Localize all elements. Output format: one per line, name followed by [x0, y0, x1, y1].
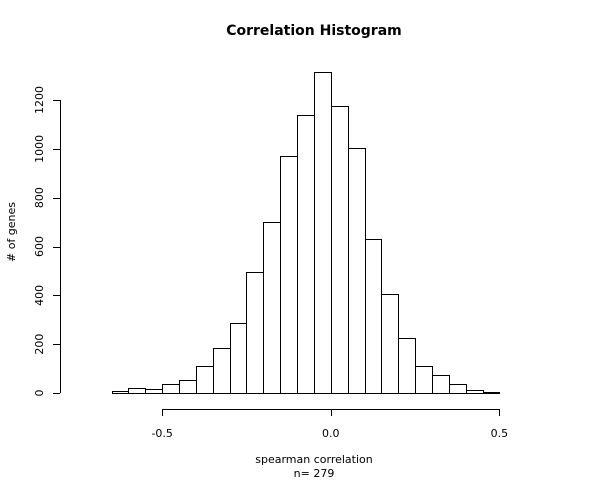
histogram-bar	[365, 239, 382, 394]
histogram-bar	[415, 366, 433, 394]
histogram-bar	[381, 294, 399, 394]
histogram-bar	[466, 390, 484, 394]
histogram-bar	[449, 384, 467, 394]
x-tick-label: -0.5	[151, 427, 172, 440]
histogram-bar	[145, 389, 163, 394]
y-tick-label: 600	[33, 236, 46, 257]
y-tick-label: 0	[33, 390, 46, 397]
histogram-bar	[179, 380, 197, 394]
histogram-bar	[230, 323, 247, 394]
histogram-bar	[432, 375, 450, 394]
histogram-bar	[112, 391, 129, 394]
histogram-bar	[348, 148, 366, 394]
histogram-bar	[246, 272, 264, 394]
histogram-bar	[128, 388, 146, 394]
x-tick-label: 0.0	[322, 427, 340, 440]
histogram-bar	[263, 222, 281, 394]
histogram-bar	[297, 115, 315, 394]
chart-title: Correlation Histogram	[226, 23, 402, 39]
histogram-bar	[398, 338, 416, 394]
y-tick-label: 400	[33, 285, 46, 306]
histogram-bar	[331, 106, 349, 394]
x-axis-sublabel: n= 279	[294, 467, 335, 480]
y-tick-label: 200	[33, 334, 46, 355]
y-tick-label: 1000	[33, 135, 46, 163]
y-axis: 0 200 400 600 800 1000 1200	[33, 86, 61, 397]
histogram-bar	[162, 384, 180, 394]
y-tick-label: 1200	[33, 86, 46, 114]
histogram-bar	[483, 392, 500, 394]
histogram-bar	[280, 156, 298, 394]
x-axis-label: spearman correlation	[255, 453, 373, 466]
histogram-bar	[196, 366, 214, 394]
histogram-bar	[213, 348, 231, 394]
histogram-bar	[314, 72, 332, 394]
y-tick-label: 800	[33, 187, 46, 208]
x-axis: -0.5 0.0 0.5	[151, 409, 508, 440]
bars-group	[112, 72, 500, 394]
x-tick-label: 0.5	[491, 427, 509, 440]
y-axis-label: # of genes	[5, 202, 18, 262]
